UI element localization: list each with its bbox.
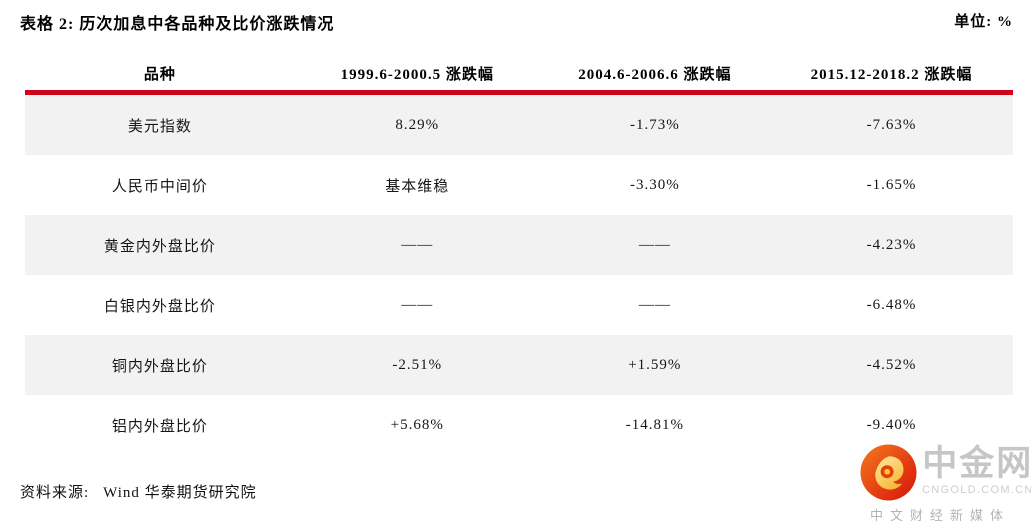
row-value: 基本维稳 <box>385 178 450 195</box>
cngold-text-block: 中金网 CNGOLD.COM.CN <box>922 444 1031 496</box>
row-value: —— <box>401 236 434 253</box>
table-title: 表格 2: 历次加息中各品种及比价涨跌情况 <box>20 16 335 33</box>
source-text: Wind 华泰期货研究院 <box>103 485 257 501</box>
title-row: 表格 2: 历次加息中各品种及比价涨跌情况 单位: % <box>20 10 1013 34</box>
row-value: -4.52% <box>866 356 917 373</box>
row-product-name: 铜内外盘比价 <box>111 358 208 375</box>
cngold-tagline-text: 中文财经新媒体 <box>870 508 1011 521</box>
row-value: 8.29% <box>395 116 440 133</box>
row-product-name: 白银内外盘比价 <box>103 298 216 315</box>
table-row: 黄金内外盘比价 —— —— -4.23% <box>25 215 1013 275</box>
column-header-period-1: 1999.6-2000.5 涨跌幅 <box>340 66 494 83</box>
cngold-watermark-row: 中金网 CNGOLD.COM.CN <box>860 444 1031 501</box>
table-header-row: 品种 1999.6-2000.5 涨跌幅 2004.6-2006.6 涨跌幅 2… <box>25 56 1013 95</box>
row-value: -6.48% <box>866 296 917 313</box>
table-row: 人民币中间价 基本维稳 -3.30% -1.65% <box>25 155 1013 215</box>
cngold-brand-text: 中金网 <box>922 444 1031 483</box>
cngold-watermark: 中金网 CNGOLD.COM.CN 中文财经新媒体 <box>860 444 1031 521</box>
column-header-product: 品种 <box>143 66 176 83</box>
row-value: -2.51% <box>392 356 443 373</box>
table-row: 美元指数 8.29% -1.73% -7.63% <box>25 95 1013 155</box>
row-value: -1.65% <box>866 176 917 193</box>
row-value: —— <box>638 236 671 253</box>
cngold-domain-text: CNGOLD.COM.CN <box>922 484 1031 496</box>
table-row: 铜内外盘比价 -2.51% +1.59% -4.52% <box>25 335 1013 395</box>
row-product-name: 人民币中间价 <box>111 178 208 195</box>
row-value: -9.40% <box>866 416 917 433</box>
row-product-name: 铝内外盘比价 <box>111 418 208 435</box>
source-line: 资料来源: Wind 华泰期货研究院 <box>20 481 257 502</box>
source-label: 资料来源: <box>20 485 90 501</box>
row-value: -1.73% <box>629 116 680 133</box>
table-row: 铝内外盘比价 +5.68% -14.81% -9.40% <box>25 395 1013 455</box>
row-value: -3.30% <box>629 176 680 193</box>
row-value: +1.59% <box>628 356 682 373</box>
row-value: —— <box>401 296 434 313</box>
row-value: +5.68% <box>390 416 444 433</box>
row-value: —— <box>638 296 671 313</box>
column-header-period-3: 2015.12-2018.2 涨跌幅 <box>810 66 973 83</box>
row-product-name: 美元指数 <box>127 118 192 135</box>
row-product-name: 黄金内外盘比价 <box>103 238 216 255</box>
unit-label: 单位: % <box>954 14 1013 30</box>
table-row: 白银内外盘比价 —— —— -6.48% <box>25 275 1013 335</box>
cngold-logo-icon <box>860 444 917 501</box>
row-value: -7.63% <box>866 116 917 133</box>
row-value: -4.23% <box>866 236 917 253</box>
column-header-period-2: 2004.6-2006.6 涨跌幅 <box>578 66 732 83</box>
row-value: -14.81% <box>625 416 684 433</box>
rate-hike-table: 品种 1999.6-2000.5 涨跌幅 2004.6-2006.6 涨跌幅 2… <box>25 56 1013 455</box>
